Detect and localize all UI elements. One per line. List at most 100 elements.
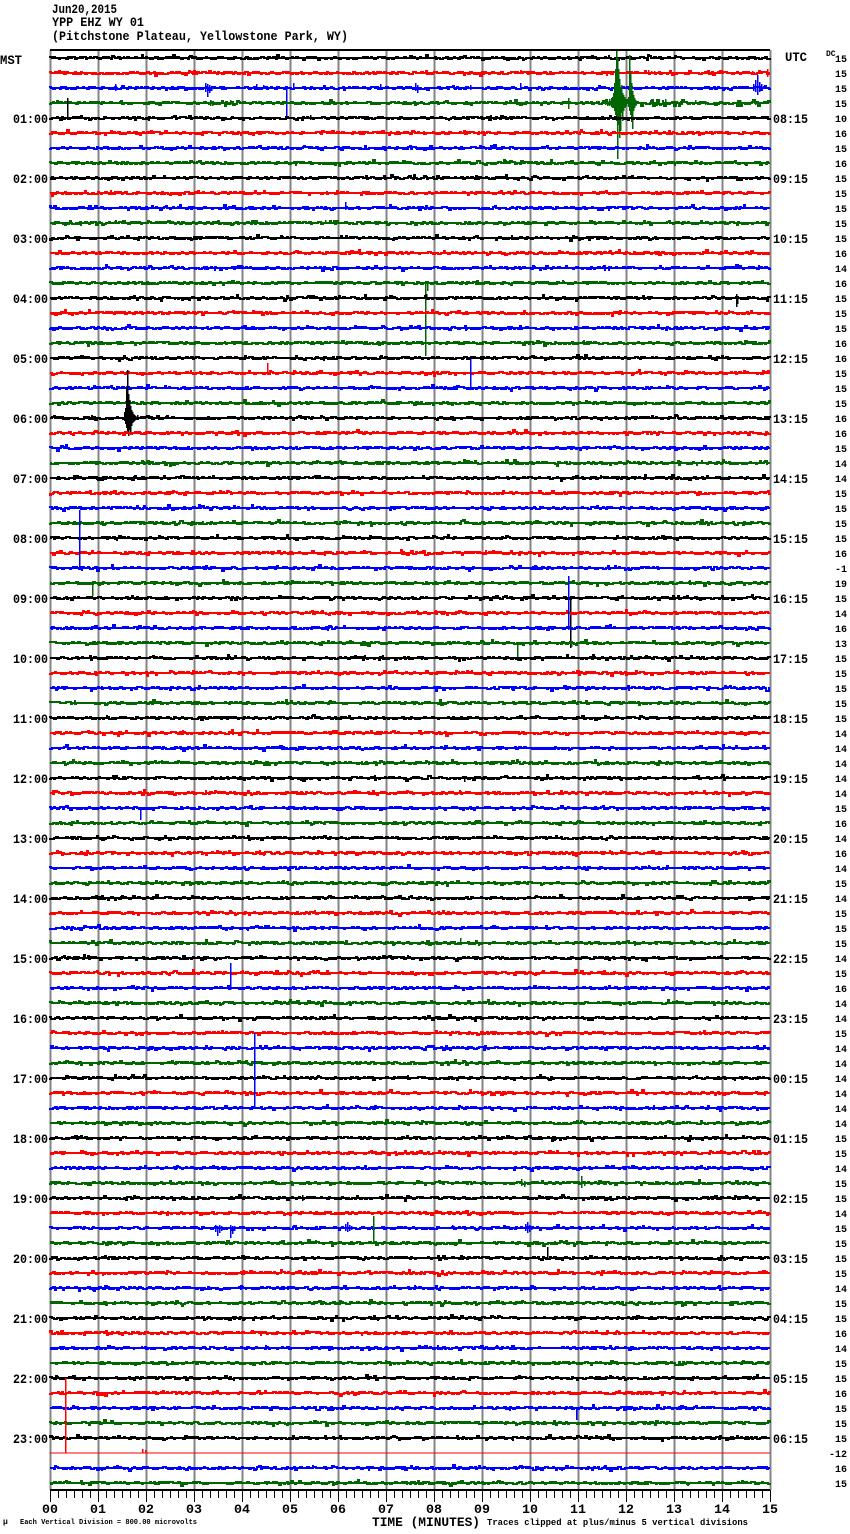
svg-text:10:00: 10:00: [13, 652, 48, 667]
svg-text:14: 14: [835, 1345, 847, 1356]
svg-text:16: 16: [835, 1330, 847, 1341]
svg-text:14: 14: [835, 790, 847, 801]
svg-text:12: 12: [618, 1502, 634, 1517]
svg-text:14: 14: [835, 475, 847, 486]
svg-text:14: 14: [835, 730, 847, 741]
svg-text:00: 00: [42, 1502, 58, 1517]
svg-text:15: 15: [835, 1150, 847, 1161]
svg-text:15: 15: [835, 505, 847, 516]
svg-text:16: 16: [835, 625, 847, 636]
svg-text:14: 14: [835, 1060, 847, 1071]
svg-text:16: 16: [835, 355, 847, 366]
svg-text:23:00: 23:00: [13, 1432, 48, 1447]
svg-text:04:00: 04:00: [13, 292, 48, 307]
svg-text:15: 15: [835, 145, 847, 156]
svg-text:16: 16: [835, 550, 847, 561]
svg-text:16: 16: [835, 985, 847, 996]
svg-text:15: 15: [835, 175, 847, 186]
svg-text:15: 15: [835, 205, 847, 216]
svg-text:15: 15: [835, 1195, 847, 1206]
svg-text:15: 15: [835, 520, 847, 531]
svg-text:14: 14: [835, 865, 847, 876]
svg-text:04: 04: [234, 1502, 250, 1517]
svg-text:14: 14: [835, 1045, 847, 1056]
svg-text:13:15: 13:15: [773, 412, 808, 427]
svg-text:15: 15: [835, 190, 847, 201]
svg-text:17:00: 17:00: [13, 1072, 48, 1087]
svg-text:MST: MST: [0, 53, 22, 68]
svg-text:Traces clipped at plus/minus 5: Traces clipped at plus/minus 5 vertical …: [487, 1518, 748, 1528]
svg-text:09: 09: [474, 1502, 490, 1517]
svg-text:15: 15: [835, 1270, 847, 1281]
svg-text:15: 15: [835, 1480, 847, 1491]
svg-text:22:15: 22:15: [773, 952, 808, 967]
svg-text:15: 15: [835, 910, 847, 921]
svg-text:15: 15: [835, 325, 847, 336]
svg-text:02:15: 02:15: [773, 1192, 808, 1207]
svg-text:09:15: 09:15: [773, 172, 808, 187]
svg-text:07:00: 07:00: [13, 472, 48, 487]
svg-text:15: 15: [835, 1240, 847, 1251]
svg-text:10:15: 10:15: [773, 232, 808, 247]
svg-text:14: 14: [835, 895, 847, 906]
svg-text:16: 16: [835, 850, 847, 861]
svg-text:15: 15: [835, 1180, 847, 1191]
svg-text:18:00: 18:00: [13, 1132, 48, 1147]
svg-text:15: 15: [835, 1135, 847, 1146]
svg-text:14:15: 14:15: [773, 472, 808, 487]
svg-text:23:15: 23:15: [773, 1012, 808, 1027]
svg-text:16: 16: [835, 1465, 847, 1476]
svg-text:03:00: 03:00: [13, 232, 48, 247]
svg-text:15:15: 15:15: [773, 532, 808, 547]
svg-text:16: 16: [835, 415, 847, 426]
svg-text:15:00: 15:00: [13, 952, 48, 967]
svg-text:20:15: 20:15: [773, 832, 808, 847]
svg-text:15: 15: [835, 670, 847, 681]
svg-text:11:15: 11:15: [773, 292, 808, 307]
svg-text:-1: -1: [835, 565, 847, 576]
svg-text:13: 13: [666, 1502, 682, 1517]
svg-text:15: 15: [835, 235, 847, 246]
svg-text:14: 14: [835, 1090, 847, 1101]
svg-text:14: 14: [835, 775, 847, 786]
svg-text:03:15: 03:15: [773, 1252, 808, 1267]
svg-text:12:00: 12:00: [13, 772, 48, 787]
svg-text:15: 15: [835, 490, 847, 501]
svg-text:14: 14: [835, 1075, 847, 1086]
svg-text:19:15: 19:15: [773, 772, 808, 787]
svg-text:16:00: 16:00: [13, 1012, 48, 1027]
svg-text:14: 14: [835, 1120, 847, 1131]
svg-text:14: 14: [835, 610, 847, 621]
svg-text:15: 15: [835, 685, 847, 696]
svg-text:15: 15: [835, 1315, 847, 1326]
svg-text:16: 16: [835, 280, 847, 291]
svg-text:15: 15: [835, 310, 847, 321]
svg-text:15: 15: [835, 805, 847, 816]
svg-text:15: 15: [835, 1225, 847, 1236]
svg-text:15: 15: [835, 925, 847, 936]
svg-text:00:15: 00:15: [773, 1072, 808, 1087]
svg-text:μ: μ: [3, 1518, 8, 1527]
svg-text:15: 15: [835, 1360, 847, 1371]
svg-text:19: 19: [835, 580, 847, 591]
svg-text:15: 15: [835, 940, 847, 951]
svg-text:15: 15: [835, 100, 847, 111]
svg-text:Jun20,2015: Jun20,2015: [52, 2, 117, 17]
svg-text:15: 15: [835, 595, 847, 606]
svg-text:14: 14: [835, 1000, 847, 1011]
svg-text:15: 15: [835, 400, 847, 411]
svg-text:15: 15: [835, 70, 847, 81]
svg-text:06:00: 06:00: [13, 412, 48, 427]
svg-text:10: 10: [522, 1502, 538, 1517]
svg-text:21:00: 21:00: [13, 1312, 48, 1327]
svg-text:15: 15: [835, 1435, 847, 1446]
svg-text:17:15: 17:15: [773, 652, 808, 667]
svg-text:14:00: 14:00: [13, 892, 48, 907]
svg-text:-12: -12: [829, 1450, 847, 1461]
svg-text:03: 03: [186, 1502, 202, 1517]
svg-text:(Pitchstone Plateau, Yellowsto: (Pitchstone Plateau, Yellowstone Park, W…: [52, 29, 348, 44]
svg-text:07: 07: [378, 1502, 394, 1517]
svg-text:10: 10: [835, 115, 847, 126]
svg-text:15: 15: [835, 970, 847, 981]
svg-text:14: 14: [835, 1165, 847, 1176]
